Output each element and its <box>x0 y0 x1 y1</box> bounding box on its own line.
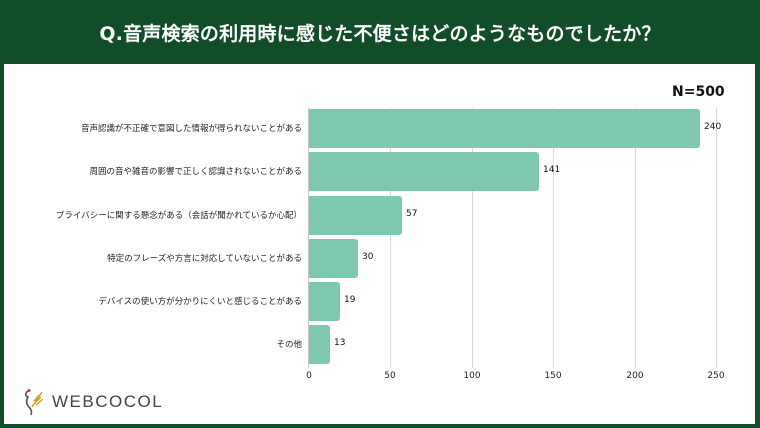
x-tick-label: 0 <box>306 371 312 381</box>
gridline <box>553 108 554 368</box>
brand-logo: WEBCOCOL <box>22 388 163 416</box>
x-tick-label: 150 <box>544 371 562 381</box>
y-axis-line <box>308 108 309 368</box>
bar <box>309 239 358 278</box>
x-tick-label: 250 <box>707 371 725 381</box>
category-label: 特定のフレーズや方言に対応していないことがある <box>107 254 302 264</box>
gridline <box>472 108 473 368</box>
category-label: プライバシーに関する懸念がある（会話が聞かれているか心配） <box>55 211 302 221</box>
bar <box>309 282 340 321</box>
bar-value-label: 57 <box>406 209 418 219</box>
category-label: 周囲の音や雑音の影響で正しく認識されないことがある <box>89 167 302 177</box>
x-tick-label: 200 <box>626 371 644 381</box>
sample-size-label: N=500 <box>672 84 725 100</box>
gridline <box>390 108 391 368</box>
bar <box>309 196 402 235</box>
bar-value-label: 240 <box>704 122 722 132</box>
x-tick-label: 100 <box>463 371 481 381</box>
bar-value-label: 30 <box>362 252 374 262</box>
x-tick-label: 50 <box>384 371 396 381</box>
bird-wheat-logo-icon <box>24 389 44 416</box>
bar <box>309 152 539 191</box>
category-label: その他 <box>276 340 302 350</box>
page-title: Q.音声検索の利用時に感じた不便さはどのようなものでしたか？ <box>99 22 661 45</box>
bar <box>309 109 700 148</box>
category-label: デバイスの使い方が分かりにくいと感じることがある <box>98 297 302 307</box>
brand-name: WEBCOCOL <box>52 392 164 411</box>
gridline <box>716 108 717 368</box>
gridline <box>635 108 636 368</box>
bar-value-label: 141 <box>543 165 561 175</box>
bar-value-label: 13 <box>334 338 346 348</box>
bar <box>309 325 330 364</box>
bar-value-label: 19 <box>344 295 356 305</box>
category-label: 音声認識が不正確で意図した情報が得られないことがある <box>80 124 302 134</box>
